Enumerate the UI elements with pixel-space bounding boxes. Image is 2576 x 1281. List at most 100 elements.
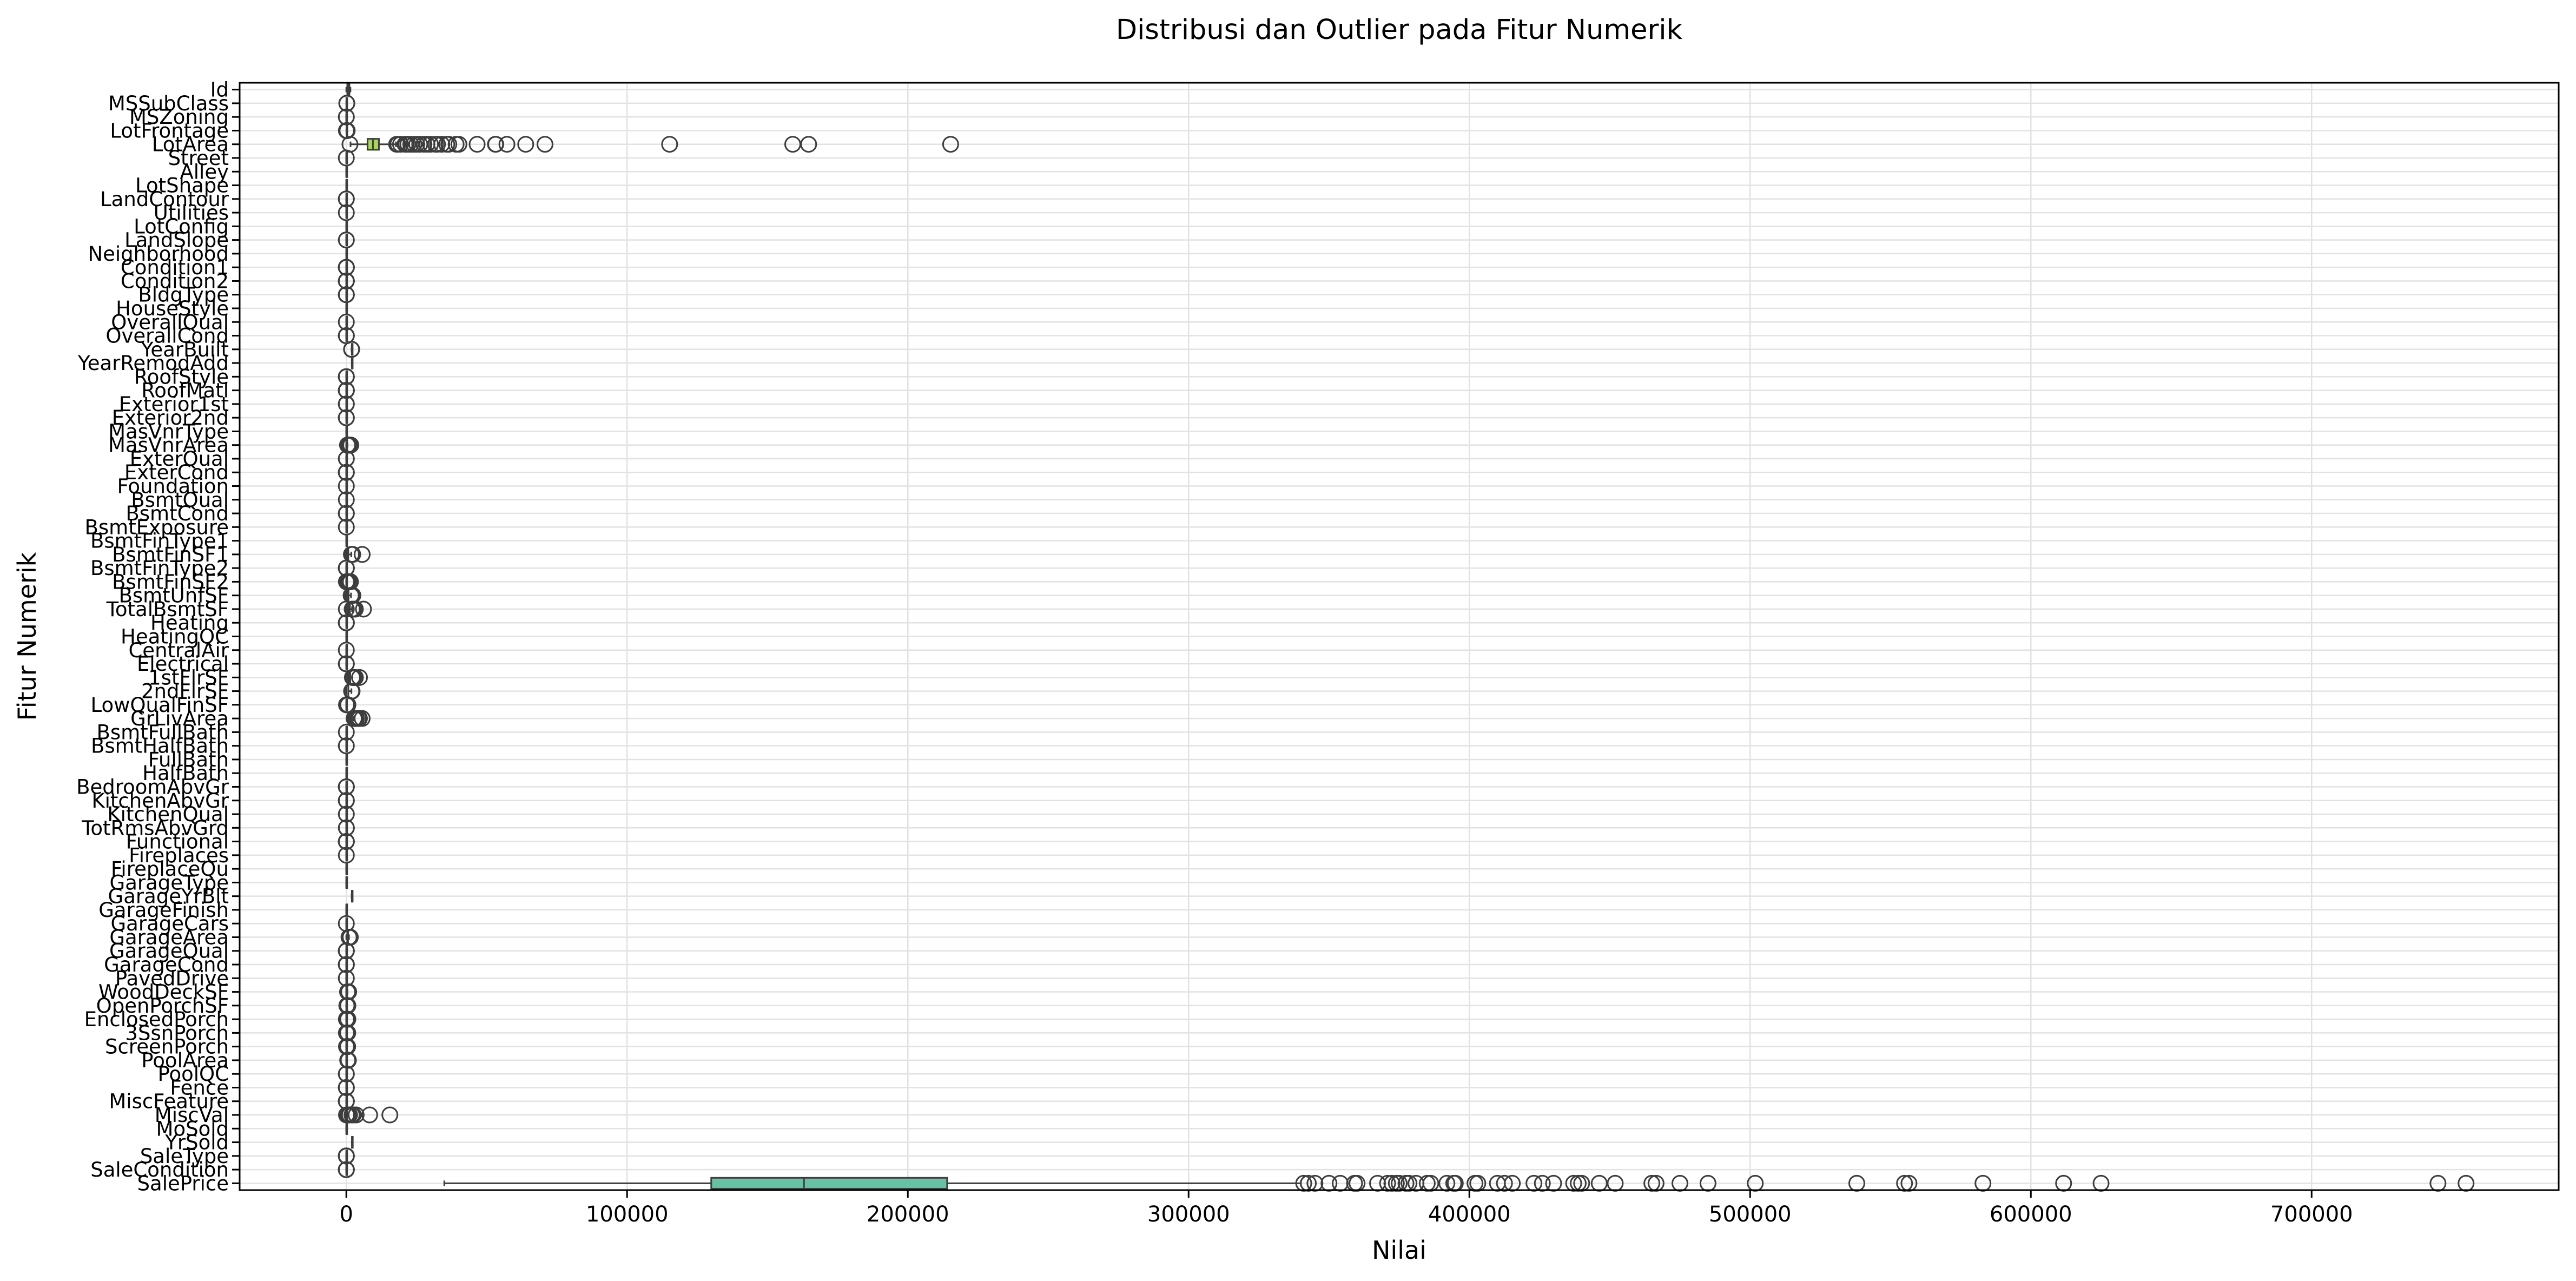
y-tick-label: BsmtFinSF2 [112,570,229,593]
outlier-point [800,136,817,153]
y-tick-label: BldgType [138,283,229,307]
y-axis: IdMSSubClassMSZoningLotFrontageLotAreaSt… [76,78,240,1195]
y-tick-label: EnclosedPorch [84,1008,229,1031]
box-group [338,1024,356,1041]
outlier-point [498,136,516,153]
box-group [345,1122,348,1135]
y-tick-label: Heating [150,611,229,635]
y-tick-label: BedroomAbvGr [76,775,229,798]
y-tick-label: MasVnrArea [108,434,229,457]
box-group [338,655,355,672]
box-group [345,903,348,916]
box-group [345,425,348,438]
y-tick-label: Condition1 [121,256,229,279]
y-tick-label: BsmtFinType1 [90,530,229,553]
box-group [351,1135,354,1149]
x-tick-label: 100000 [586,1202,669,1227]
outlier-point [354,546,371,563]
outlier-point [339,696,356,714]
x-axis: 0 100000 200000 300000 400000 500000 600000 700… [339,1190,2353,1227]
x-tick-label: 400000 [1428,1202,1511,1227]
box-group [345,179,348,192]
box-group [345,165,348,178]
outlier-point [339,122,356,139]
outlier-point [351,669,368,686]
y-tick-label: MasVnrType [108,420,229,443]
grid-layer [240,83,2559,1190]
y-tick-label: GrLivArea [130,707,229,730]
y-tick-label: Fence [170,1076,229,1099]
outlier-point [429,136,446,153]
y-tick-label: Fireplaces [129,844,229,867]
y-tick-label: Utilities [154,201,229,224]
y-tick-label: ScreenPorch [105,1035,229,1059]
y-tick-label: LotShape [135,174,229,197]
y-tick-label: ExterQual [130,447,229,471]
box-group [345,753,348,766]
y-tick-label: Functional [126,830,229,854]
y-tick-label: MSSubClass [108,92,229,115]
y-tick-label: 1stFlrSF [148,666,229,689]
y-tick-label: GarageArea [109,926,229,949]
y-tick-label: GarageQual [109,940,229,963]
y-tick-label: OverallQual [111,311,229,334]
y-tick-label: 3SsnPorch [125,1021,229,1045]
y-tick-label: MiscVal [155,1104,229,1127]
y-tick-label: YrSold [164,1131,229,1154]
outlier-point [381,1106,399,1124]
x-tick-label: 300000 [1147,1202,1230,1227]
outlier-point [344,587,361,604]
outlier-point [342,573,359,590]
box-group [345,247,348,260]
y-tick-label: GarageYrBlt [108,885,229,908]
outlier-point [536,136,553,153]
y-tick-label: TotalBsmtSF [106,598,229,621]
outlier-point [392,136,409,153]
y-tick-label: Exterior1st [119,393,229,416]
box-group [345,767,348,780]
y-tick-label: FullBath [148,748,229,771]
y-tick-label: Foundation [117,475,229,498]
y-tick-label: LandSlope [124,229,229,252]
y-tick-label: GarageCars [111,912,229,935]
y-tick-label: GarageType [110,871,229,894]
y-tick-label: YearRemodAdd [77,352,229,375]
box-group [351,890,354,903]
y-tick-label: KitchenAbvGr [91,789,229,813]
outlier-point [340,983,358,1001]
box-group [345,534,348,547]
outlier-point [422,136,439,153]
y-tick-label: OverallCond [105,325,229,348]
y-tick-label: SalePrice [137,1172,229,1195]
y-tick-label: BsmtQual [131,488,229,512]
y-tick-label: BsmtExposure [85,516,229,539]
box-group [351,356,354,369]
box-group [345,220,348,233]
y-tick-label: BsmtFinSF1 [112,543,229,566]
box-group [341,136,959,153]
y-tick-label: Alley [180,160,229,183]
y-tick-label: 2ndFlrSF [141,680,229,703]
y-tick-label: PoolArea [141,1049,229,1072]
y-tick-label: LotConfig [134,215,229,238]
y-tick-label: BsmtFullBath [97,721,229,744]
y-tick-label: HouseStyle [116,297,229,320]
x-tick-label: 500000 [1709,1202,1792,1227]
chart-title: Distribusi dan Outlier pada Fitur Numeri… [1116,14,1683,46]
y-tick-label: GarageFinish [98,899,229,922]
y-tick-label: PavedDrive [115,967,229,990]
y-tick-label: YearBuilt [141,338,229,361]
box-group [338,272,355,289]
y-tick-label: Id [210,78,229,102]
box-layer [338,83,2475,1192]
y-tick-label: PoolQC [157,1062,229,1086]
box-group [338,1106,399,1124]
y-tick-label: BsmtCond [126,502,229,525]
y-tick-label: FireplaceQu [111,857,229,881]
y-tick-label: WoodDeckSF [98,981,229,1004]
box-group [345,630,348,643]
y-tick-label: SaleCondition [90,1158,229,1181]
outlier-point [338,1161,355,1178]
outlier-point [347,600,364,618]
